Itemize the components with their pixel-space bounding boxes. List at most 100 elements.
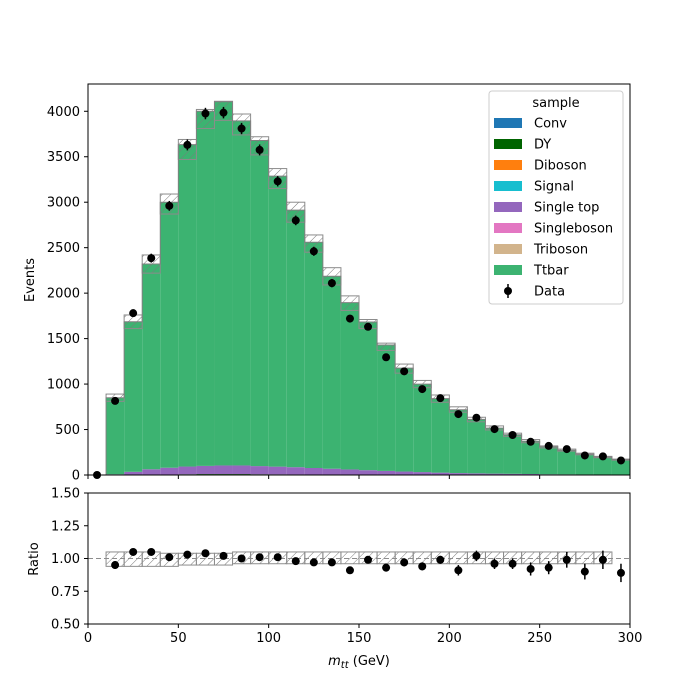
bar-single-top (286, 467, 305, 475)
total-outline (88, 101, 630, 476)
bar-ttbar (359, 321, 378, 471)
legend-label-ttbar: Ttbar (533, 264, 569, 279)
ratio-point (183, 550, 192, 559)
bar-single-top (214, 465, 233, 475)
x-tick-label: 150 (347, 631, 372, 646)
ratio-y-axis-label: Ratio (27, 542, 42, 575)
data-point (129, 309, 138, 318)
bar-ttbar (142, 264, 161, 470)
ratio-band-bin (575, 551, 595, 565)
bar-single-top (359, 470, 378, 475)
bar-ttbar (449, 409, 468, 474)
ratio-point (291, 557, 300, 566)
x-tick-label: 250 (527, 631, 552, 646)
bar-single-top (268, 466, 287, 475)
data-point (400, 367, 409, 376)
bar-single-top (340, 469, 359, 475)
legend-label-singleboson: Singleboson (534, 222, 613, 237)
total-outline-layer (88, 101, 630, 476)
x-tick-label: 300 (618, 631, 643, 646)
data-point (219, 108, 228, 117)
legend-label-dy: DY (534, 138, 551, 153)
bar-ttbar (106, 397, 125, 475)
data-point (616, 456, 625, 465)
y-tick-label: 2000 (47, 287, 80, 302)
bar-single-top (413, 472, 432, 475)
bar-ttbar (304, 242, 323, 468)
legend-label-signal: Signal (534, 180, 574, 195)
ratio-point (472, 551, 481, 560)
data-point (598, 452, 607, 461)
bar-ttbar (557, 450, 576, 475)
ratio-point (165, 553, 174, 562)
data-points-layer (93, 106, 625, 479)
x-tick-label: 50 (170, 631, 187, 646)
bar-ttbar (575, 454, 594, 475)
data-point (544, 441, 553, 450)
bar-single-top (395, 471, 414, 475)
data-point (472, 413, 481, 422)
data-point (273, 177, 282, 186)
ratio-point (111, 561, 120, 570)
uncertainty-band-bin (376, 342, 396, 351)
y-tick-label: 3500 (47, 150, 80, 165)
ratio-band-bin (340, 551, 360, 565)
legend-swatch-triboson (494, 244, 522, 254)
legend-swatch-data (504, 287, 512, 295)
ratio-band-layer (105, 551, 613, 567)
bar-ttbar (503, 434, 522, 474)
bar-ttbar (250, 140, 269, 467)
bar-single-top (467, 473, 486, 475)
legend-swatch-signal (494, 181, 522, 191)
legend-label-conv: Conv (534, 117, 567, 132)
data-point (526, 437, 535, 446)
x-tick-label: 0 (84, 631, 92, 646)
bar-ttbar (268, 176, 287, 467)
ratio-y-tick-label: 1.25 (51, 519, 80, 534)
ratio-point (544, 563, 553, 572)
legend-swatch-dy (494, 139, 522, 149)
bar-single-top (250, 466, 269, 475)
bar-single-top (160, 467, 179, 475)
bar-ttbar (485, 428, 504, 474)
y-tick-label: 3000 (47, 196, 80, 211)
ratio-point (219, 551, 228, 560)
data-point (327, 279, 336, 288)
ratio-y-ticks: 0.50 0.75 1.00 1.25 1.50 (51, 487, 88, 633)
ratio-y-tick-label: 1.50 (51, 487, 80, 502)
bar-ttbar (214, 101, 233, 466)
ratio-panel: 0.500.751.001.251.50 0 50 100 150 200 250 300 … (27, 487, 642, 672)
ratio-point (418, 562, 427, 571)
bar-single-top (449, 473, 468, 475)
bar-ttbar (340, 302, 359, 470)
legend-swatch-diboson (494, 160, 522, 170)
legend-swatch-singleboson (494, 223, 522, 233)
ratio-point (237, 554, 246, 563)
x-tick-label: 100 (256, 631, 281, 646)
y-tick-label: 1500 (47, 332, 80, 347)
data-point (562, 445, 571, 454)
ratio-point (490, 559, 499, 568)
ratio-point (436, 555, 445, 564)
data-point (580, 451, 589, 460)
x-axis-label: mtt (GeV) (328, 654, 390, 671)
legend-label-diboson: Diboson (534, 159, 587, 174)
bar-single-top (377, 470, 396, 475)
ratio-point (255, 553, 264, 562)
ratio-point (580, 567, 589, 576)
bar-ttbar (611, 459, 630, 475)
bar-single-top (124, 471, 143, 475)
ratio-point (598, 555, 607, 564)
ratio-point (616, 568, 625, 577)
data-point (255, 145, 264, 154)
bar-ttbar (413, 384, 432, 473)
ratio-x-ticks: 0 50 100 150 200 250 300 (84, 624, 643, 646)
legend-label-data: Data (534, 285, 565, 300)
bar-ttbar (178, 144, 197, 467)
y-tick-label: 0 (72, 469, 80, 484)
bar-single-top (232, 465, 251, 475)
data-point (183, 140, 192, 149)
ratio-point (508, 559, 517, 568)
legend-title: sample (532, 96, 579, 111)
